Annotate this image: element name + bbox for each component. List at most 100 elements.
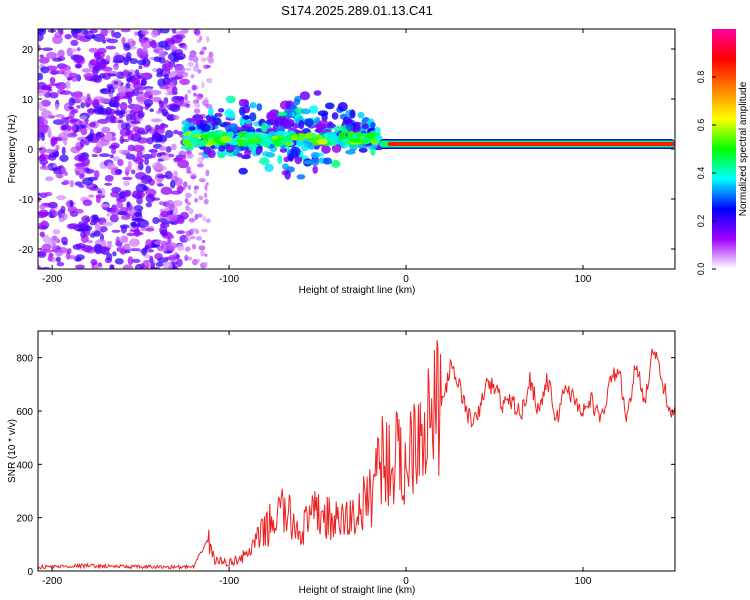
spectrogram-noise-cell bbox=[110, 114, 116, 123]
spectrogram-noise-cell bbox=[99, 225, 108, 233]
spectrogram-broadband-cell bbox=[208, 106, 214, 117]
spectrogram-noise-cell bbox=[145, 227, 155, 232]
spectrogram-noise-cell bbox=[112, 63, 119, 71]
spectrogram-noise-cell bbox=[64, 117, 70, 125]
spectrogram-noise-cell bbox=[83, 72, 94, 79]
spectrogram-broadband-cell bbox=[265, 152, 276, 158]
spectrogram-broadband-cell bbox=[255, 146, 262, 156]
spectrogram-broadband-cell bbox=[303, 160, 313, 165]
spectrogram-noise-cell bbox=[59, 64, 72, 72]
spectrogram-noise-cell bbox=[108, 144, 118, 150]
spectrogram-noise-cell bbox=[75, 264, 85, 269]
spectrogram-noise-cell bbox=[160, 210, 170, 218]
spectrogram-broadband-cell bbox=[358, 147, 368, 153]
spectrogram-noise-cell bbox=[187, 88, 192, 95]
x-tick-label: -100 bbox=[219, 576, 239, 587]
spectrogram-noise-cell bbox=[152, 217, 160, 225]
spectrogram-noise-cell bbox=[46, 51, 58, 60]
spectrogram-broadband-cell bbox=[313, 90, 322, 96]
spectrogram-noise-cell bbox=[131, 221, 137, 228]
spectrogram-noise-cell bbox=[171, 95, 182, 103]
spectrogram-noise-cell bbox=[70, 39, 79, 47]
spectrogram-core-cell bbox=[271, 135, 279, 140]
spectrogram-noise-cell bbox=[65, 80, 71, 90]
spectrogram-noise-cell bbox=[123, 44, 131, 51]
spectrogram-noise-cell bbox=[133, 228, 141, 237]
spectrogram-noise-cell bbox=[174, 48, 183, 56]
spectrogram-noise-cell bbox=[176, 230, 186, 235]
spectrogram-marks bbox=[38, 29, 675, 269]
spectrogram-noise-cell bbox=[110, 191, 120, 198]
spectrogram-noise-cell bbox=[56, 261, 65, 267]
spectrogram-broadband-cell bbox=[244, 149, 252, 157]
spectrogram-noise-cell bbox=[52, 229, 61, 235]
spectrogram-noise-cell bbox=[168, 254, 177, 262]
spectrogram-noise-cell bbox=[98, 97, 111, 104]
spectrogram-broadband-cell bbox=[316, 124, 324, 132]
spectrogram-noise-cell bbox=[42, 249, 53, 253]
spectrogram-noise-cell bbox=[111, 229, 121, 233]
spectrogram-noise-cell bbox=[203, 192, 208, 198]
spectrogram-noise-cell bbox=[166, 114, 176, 122]
spectrogram-noise-cell bbox=[171, 86, 178, 95]
spectrogram-noise-cell bbox=[186, 166, 191, 172]
snr-x-label: Height of straight line (km) bbox=[299, 585, 416, 596]
spectrogram-noise-cell bbox=[130, 74, 143, 81]
spectrogram-noise-cell bbox=[204, 253, 208, 257]
spectrogram-noise-cell bbox=[169, 234, 175, 240]
spectrogram-noise-cell bbox=[94, 170, 100, 179]
spectrogram-noise-cell bbox=[101, 39, 107, 44]
spectrogram-noise-cell bbox=[151, 29, 159, 38]
spectrogram-noise-cell bbox=[176, 217, 185, 225]
figure-title: S174.2025.289.01.13.C41 bbox=[281, 3, 433, 18]
snr-panel: -200 -100 0 100 0 200 400 600 800 Height of str… bbox=[7, 330, 676, 596]
spectrogram-noise-cell bbox=[120, 29, 131, 33]
spectrogram-noise-cell bbox=[91, 214, 99, 221]
spectrogram-core-cell bbox=[373, 134, 383, 141]
spectrogram-noise-cell bbox=[79, 115, 88, 120]
spectrogram-noise-cell bbox=[40, 266, 52, 269]
spectrogram-noise-cell bbox=[38, 155, 47, 162]
spectrogram-noise-cell bbox=[141, 153, 154, 160]
spectrogram-noise-cell bbox=[168, 215, 178, 222]
spectrogram-noise-cell bbox=[129, 42, 137, 46]
colorbar-ticks: 0.0 0.2 0.4 0.6 0.8 bbox=[696, 71, 716, 275]
spectrogram-noise-cell bbox=[54, 70, 66, 75]
spectrogram-noise-cell bbox=[169, 180, 176, 189]
spectrogram-core-cell bbox=[316, 138, 329, 145]
spectrogram-noise-cell bbox=[120, 248, 127, 255]
spectrogram-noise-cell bbox=[106, 162, 116, 171]
spectrogram-noise-cell bbox=[148, 95, 153, 100]
x-tick-label: -200 bbox=[42, 274, 62, 285]
spectrogram-noise-cell bbox=[132, 189, 143, 199]
spectrogram-noise-cell bbox=[71, 29, 83, 34]
spectrogram-noise-cell bbox=[202, 216, 207, 222]
spectrogram-noise-cell bbox=[158, 218, 168, 223]
spectrogram-noise-cell bbox=[52, 57, 63, 62]
spectrogram-noise-cell bbox=[147, 249, 155, 253]
spectrogram-noise-cell bbox=[138, 91, 144, 95]
spectrogram-noise-cell bbox=[107, 73, 117, 77]
spectrogram-noise-cell bbox=[41, 47, 54, 51]
spectrogram-noise-cell bbox=[50, 235, 59, 244]
spectrogram-broadband-cell bbox=[308, 105, 319, 114]
spectrogram-noise-cell bbox=[52, 119, 65, 126]
spectrogram-noise-cell bbox=[179, 78, 191, 86]
spectrogram-noise-cell bbox=[143, 254, 151, 259]
spectrogram-tone-core bbox=[387, 142, 675, 146]
spectrogram-broadband-cell bbox=[256, 103, 263, 111]
spectrogram-broadband-cell bbox=[258, 157, 270, 166]
snr-frame bbox=[37, 330, 676, 572]
y-tick-label: 0 bbox=[27, 567, 33, 578]
spectrogram-noise-cell bbox=[88, 194, 95, 198]
spectrogram-noise-cell bbox=[125, 122, 131, 131]
spectrogram-noise-cell bbox=[140, 174, 153, 184]
spectrogram-broadband-cell bbox=[298, 120, 305, 130]
spectrogram-broadband-cell bbox=[217, 153, 226, 159]
spectrogram-noise-cell bbox=[131, 78, 141, 85]
spectrogram-noise-cell bbox=[106, 83, 114, 90]
spectrogram-noise-cell bbox=[199, 51, 204, 55]
spectrogram-noise-cell bbox=[68, 97, 76, 106]
spectrogram-noise-cell bbox=[76, 258, 82, 262]
spectrogram-noise-cell bbox=[63, 179, 70, 185]
